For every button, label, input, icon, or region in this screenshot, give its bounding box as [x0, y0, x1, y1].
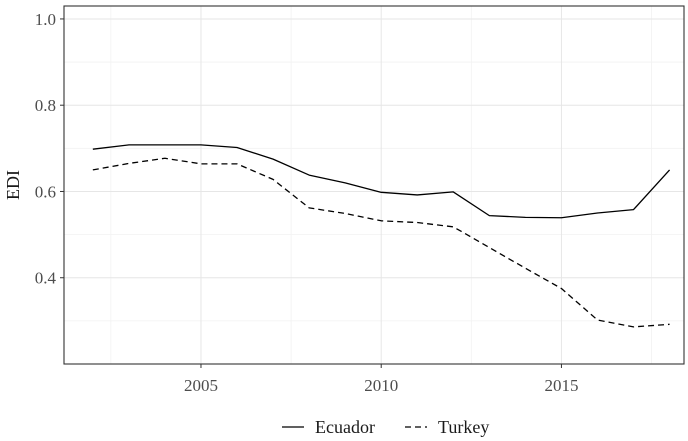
series-line-ecuador	[92, 144, 671, 219]
minor-y-gridlines	[64, 61, 684, 322]
minor-x-gridlines	[110, 6, 652, 364]
x-tick-label: 2010	[364, 376, 398, 395]
y-axis: 0.4 0.6 0.8 1.0	[35, 10, 64, 288]
y-axis-title: EDI	[3, 170, 23, 200]
y-tick-label: 1.0	[35, 10, 56, 29]
major-x-gridlines	[200, 6, 562, 364]
legend: Ecuador Turkey	[282, 417, 489, 437]
y-tick-label: 0.4	[35, 269, 57, 288]
panel-border	[63, 5, 685, 365]
legend-label-ecuador: Ecuador	[315, 417, 375, 437]
x-tick-label: 2015	[544, 376, 578, 395]
major-y-gridlines	[64, 18, 684, 279]
x-tick-label: 2005	[184, 376, 218, 395]
y-tick-label: 0.8	[35, 96, 56, 115]
legend-label-turkey: Turkey	[438, 417, 489, 437]
series-lines	[92, 144, 671, 328]
x-axis: 2005 2010 2015	[184, 364, 578, 395]
series-line-turkey	[92, 157, 670, 328]
panel-background	[64, 6, 684, 364]
y-tick-label: 0.6	[35, 182, 56, 201]
